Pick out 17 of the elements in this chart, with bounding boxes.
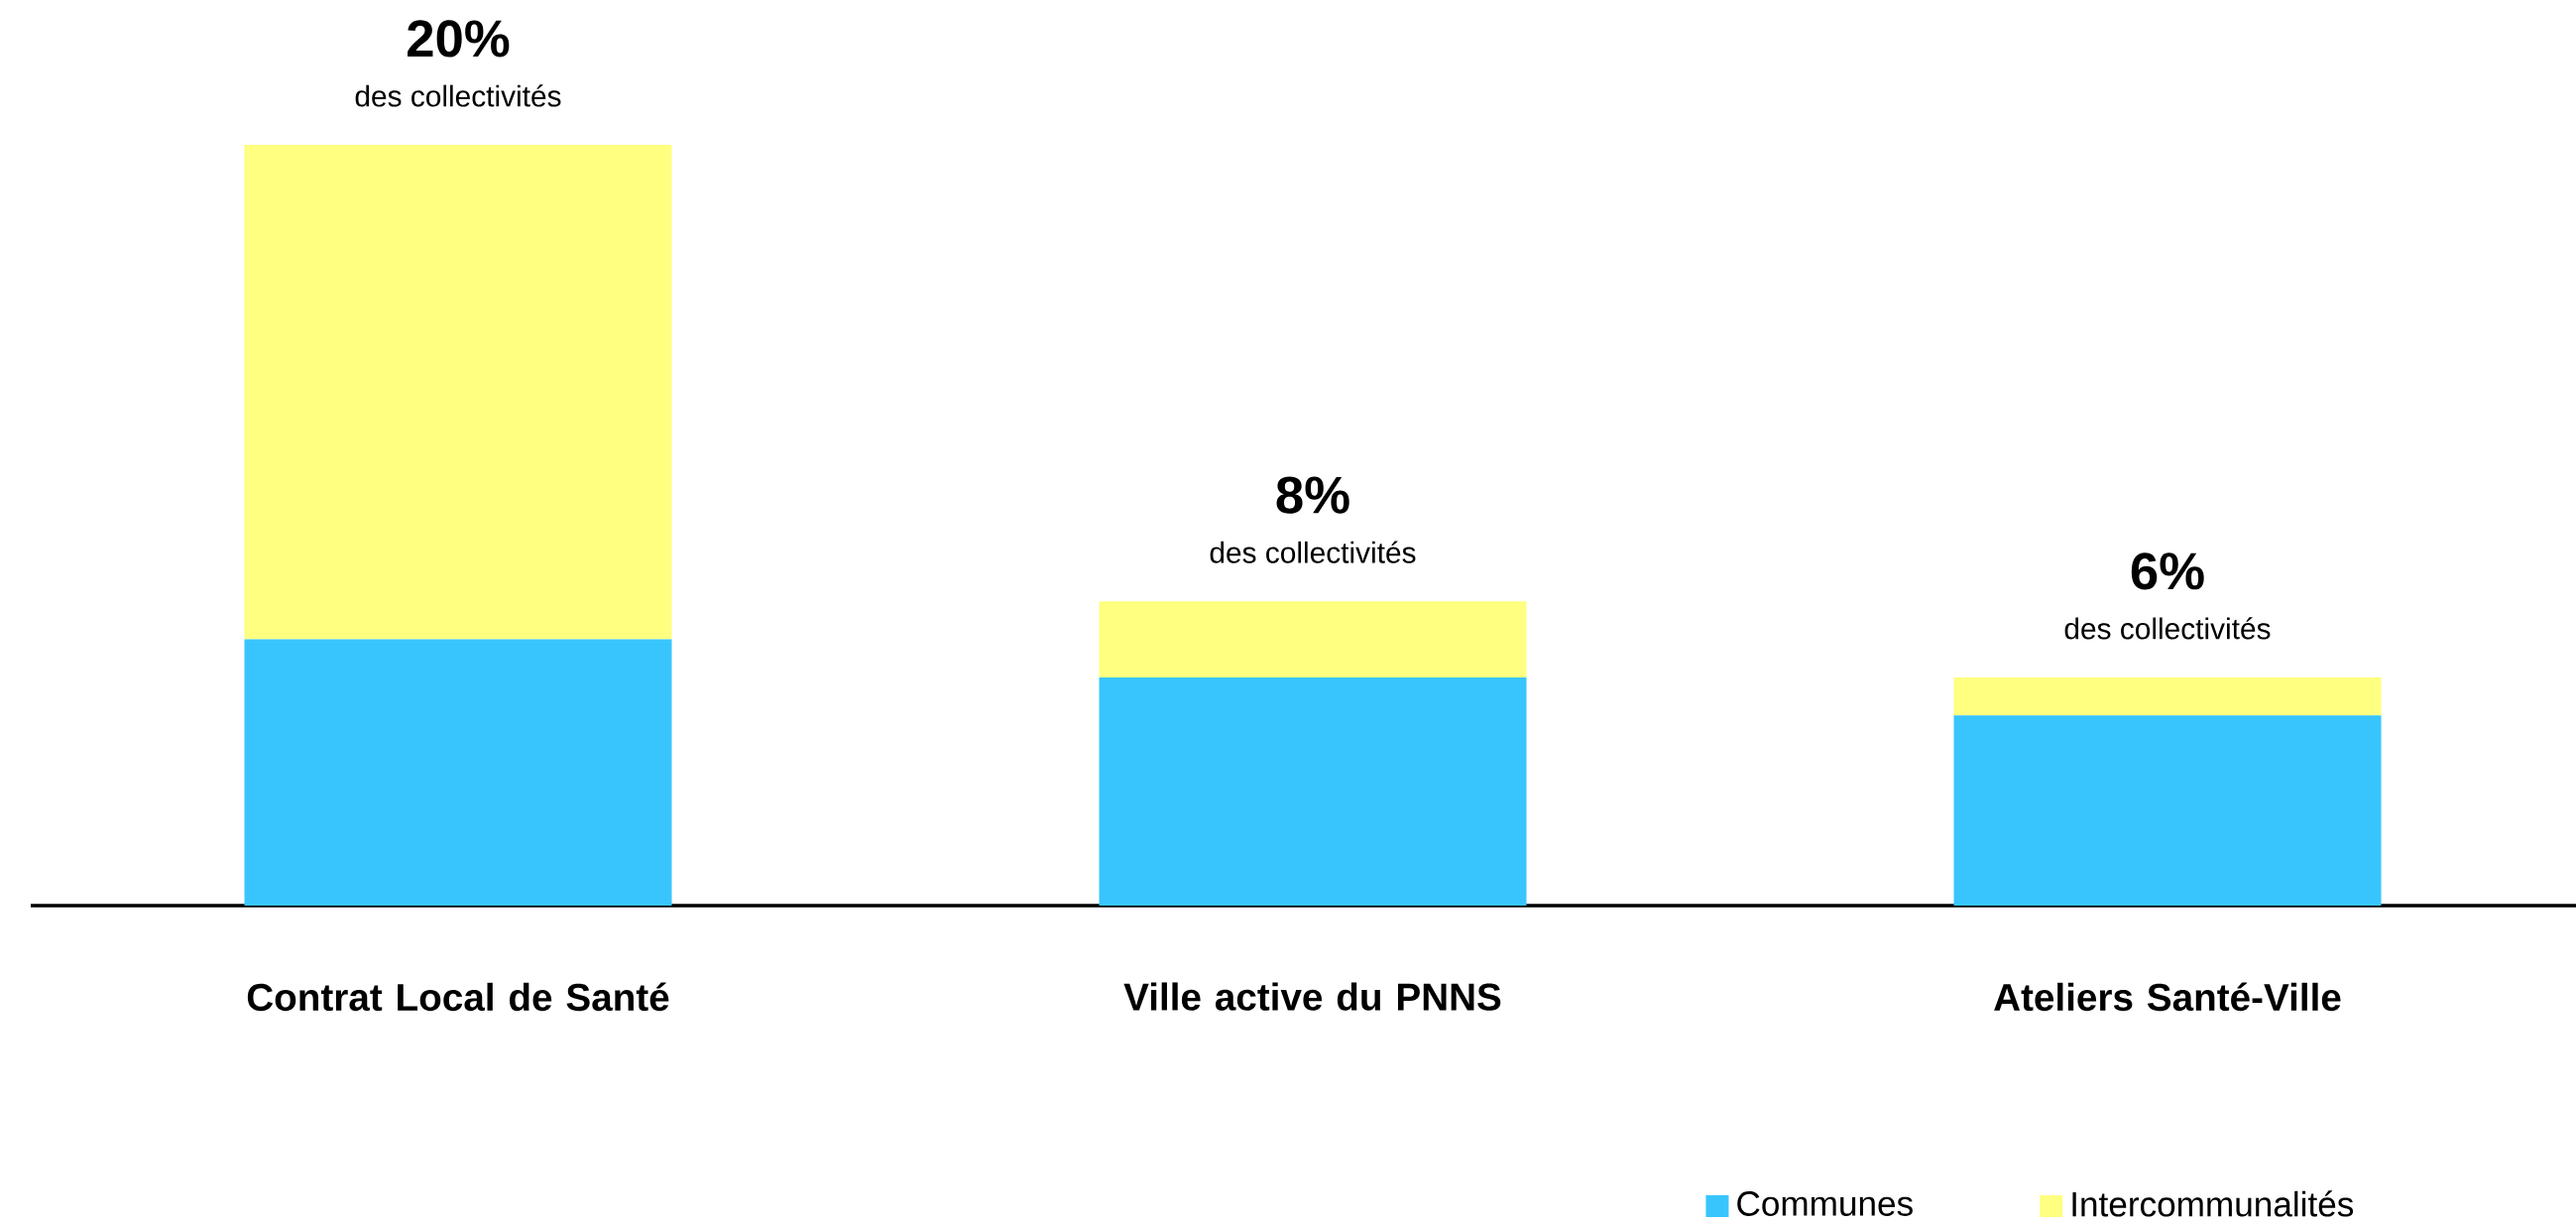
bar xyxy=(1099,601,1527,677)
annotation: 8% xyxy=(1276,476,1349,514)
x-tick-label: Contrat Local de Santé xyxy=(247,982,669,1012)
legend-label: Intercommunalités xyxy=(2072,1190,2354,1217)
annotation: 20% xyxy=(408,20,510,58)
x-tick-label: Ville active du PNNS xyxy=(1123,982,1501,1011)
annotation: des collectivités xyxy=(2064,617,2271,640)
bar xyxy=(1953,676,2382,716)
bar xyxy=(244,145,672,640)
annotation: des collectivités xyxy=(1210,541,1416,563)
annotation: 6% xyxy=(2131,552,2204,590)
bar xyxy=(244,639,672,906)
x-tick-label: Ateliers Santé-Ville xyxy=(1994,982,2341,1012)
bar xyxy=(1099,676,1527,906)
bar xyxy=(1953,715,2382,906)
annotation: des collectivités xyxy=(355,84,561,107)
legend-label: Communes xyxy=(1737,1191,1913,1216)
